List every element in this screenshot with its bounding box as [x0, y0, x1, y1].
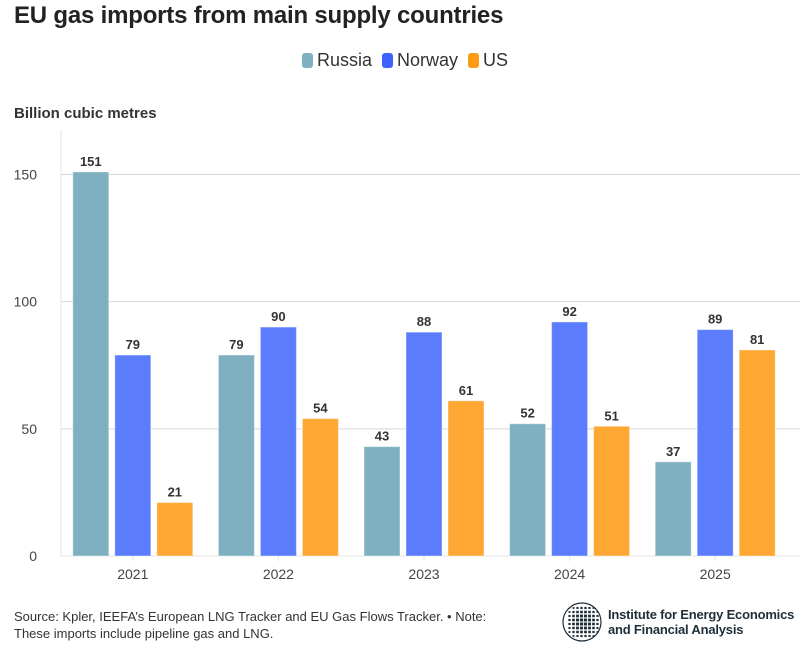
bar-chart: 0 50 100 150 151 79 21 2021 79 90 54 2022 43 88 61 2023… — [14, 130, 800, 582]
legend-label-norway: Norway — [397, 50, 459, 70]
legend-item-russia[interactable]: Russia — [301, 50, 372, 71]
bar-us-2024 — [593, 425, 631, 557]
source-note: Source: Kpler, IEEFA’s European LNG Trac… — [14, 608, 554, 642]
bar-us-2023 — [447, 400, 485, 557]
y-tick-label: 50 — [21, 421, 37, 437]
data-label: 90 — [271, 309, 285, 324]
y-tick-label: 0 — [29, 548, 37, 564]
data-label: 43 — [375, 429, 389, 444]
x-tick-label: 2023 — [408, 566, 439, 582]
data-label: 51 — [604, 408, 618, 423]
legend-label-us: US — [483, 50, 509, 70]
legend-item-norway[interactable]: Norway — [382, 50, 458, 71]
y-tick-label: 150 — [14, 166, 38, 182]
bar-norway-2021 — [114, 354, 152, 557]
bar-russia-2023 — [363, 446, 401, 557]
bar-norway-2023 — [405, 331, 443, 557]
x-tick-label: 2022 — [263, 566, 294, 582]
legend-item-us[interactable]: US — [468, 50, 508, 71]
globe-icon — [562, 602, 602, 642]
legend-label-russia: Russia — [316, 50, 372, 70]
data-label: 89 — [708, 312, 722, 327]
data-label: 61 — [459, 383, 473, 398]
data-label: 88 — [417, 314, 431, 329]
logo-line-1: Institute for Energy Economics — [608, 607, 795, 622]
data-label: 81 — [750, 332, 764, 347]
y-axis-label: Billion cubic metres — [14, 105, 157, 122]
data-label: 37 — [666, 444, 680, 459]
chart-title: EU gas imports from main supply countrie… — [14, 2, 504, 29]
bar-us-2022 — [301, 418, 339, 557]
data-label: 92 — [562, 304, 576, 319]
bar-norway-2024 — [551, 321, 589, 557]
x-tick-label: 2025 — [700, 566, 731, 582]
x-tick-label: 2024 — [554, 566, 585, 582]
bar-norway-2025 — [696, 329, 734, 557]
data-label: 54 — [313, 401, 328, 416]
data-label: 79 — [126, 337, 140, 352]
bar-russia-2024 — [509, 423, 547, 557]
bar-russia-2025 — [654, 461, 692, 557]
data-label: 52 — [520, 406, 534, 421]
bar-russia-2021 — [72, 171, 110, 557]
source-line-2: These imports include pipeline gas and L… — [14, 626, 274, 641]
data-label: 151 — [80, 154, 102, 169]
bar-russia-2022 — [217, 354, 255, 557]
y-tick-label: 100 — [14, 294, 38, 310]
legend-swatch-norway — [382, 53, 393, 68]
data-label: 21 — [168, 485, 182, 500]
legend: Russia Norway US — [0, 50, 810, 71]
logo-line-2: and Financial Analysis — [608, 622, 744, 637]
ieefa-logo: Institute for Energy Economics and Finan… — [562, 602, 794, 642]
data-label: 79 — [229, 337, 243, 352]
bar-norway-2022 — [259, 326, 297, 557]
bar-us-2021 — [156, 502, 194, 557]
source-line-1: Source: Kpler, IEEFA’s European LNG Trac… — [14, 609, 487, 624]
legend-swatch-russia — [301, 53, 313, 68]
x-tick-label: 2021 — [117, 566, 148, 582]
legend-swatch-us — [468, 53, 480, 68]
bar-us-2025 — [738, 349, 776, 557]
